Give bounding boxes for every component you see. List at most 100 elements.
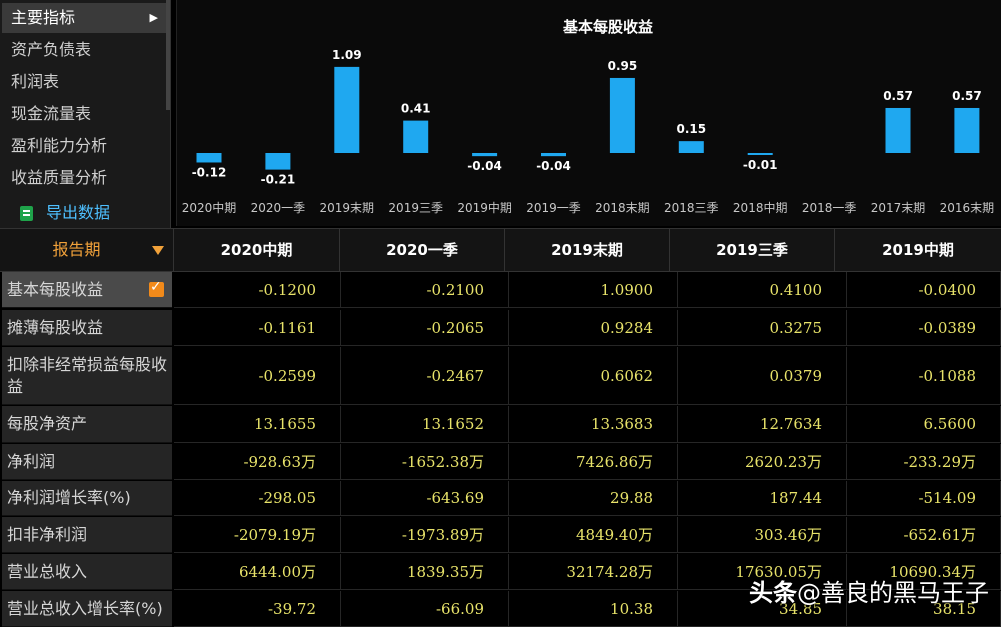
row-label[interactable]: 摊薄每股收益	[2, 310, 172, 346]
row-label-text: 营业总收入	[7, 561, 88, 581]
table-cell: 0.4100	[678, 272, 847, 308]
sidebar-menu: 主要指标 ▶ 资产负债表 利润表 现金流量表 盈利能力分析 收益质量分析 导出数…	[0, 0, 171, 228]
menu-item-main-indicators[interactable]: 主要指标 ▶	[2, 3, 166, 33]
chart-bar[interactable]	[472, 153, 498, 157]
table-cell: 6.5600	[847, 406, 1001, 443]
table-cell: -39.72	[174, 591, 341, 627]
row-label-text: 摊薄每股收益	[7, 317, 104, 337]
table-cell: 0.6062	[509, 347, 678, 405]
menu-item-profitability[interactable]: 盈利能力分析	[2, 131, 166, 161]
menu-item-label: 盈利能力分析	[11, 136, 108, 155]
table-cell: 13.1652	[341, 406, 509, 443]
x-tick-label: 2020一季	[251, 201, 306, 215]
row-label-text: 净利润	[7, 451, 56, 471]
chart-bar[interactable]	[541, 153, 566, 157]
bar-value-label: -0.21	[261, 173, 296, 187]
row-label[interactable]: 净利润增长率(%)	[2, 481, 172, 516]
chart-bar[interactable]	[885, 107, 911, 153]
column-header[interactable]: 2019三季	[670, 229, 835, 271]
x-tick-label: 2018中期	[733, 200, 788, 215]
chart-bar[interactable]	[196, 153, 222, 163]
bar-value-label: 0.41	[401, 102, 431, 116]
menu-item-earnings-quality[interactable]: 收益质量分析	[2, 163, 166, 193]
table-cell: -652.61万	[847, 517, 1001, 553]
menu-item-label: 利润表	[11, 72, 60, 91]
bar-value-label: 0.15	[676, 122, 706, 136]
menu-item-cash-flow[interactable]: 现金流量表	[2, 99, 166, 129]
column-header[interactable]: 2019末期	[505, 229, 670, 271]
row-label[interactable]: 营业总收入	[2, 554, 172, 590]
x-tick-label: 2018一季	[802, 201, 857, 215]
x-tick-label: 2019中期	[457, 200, 512, 215]
table-cell: -0.2065	[341, 310, 509, 346]
report-period-selector[interactable]: 报告期	[0, 229, 174, 271]
x-tick-label: 2016末期	[940, 201, 995, 215]
row-label-text: 营业总收入增长率(%)	[7, 598, 163, 618]
table-cell: 0.0379	[678, 347, 847, 405]
x-tick-label: 2020中期	[182, 200, 237, 215]
x-tick-label: 2019三季	[388, 201, 443, 215]
table-cell: 1.0900	[509, 272, 678, 308]
chart-bar[interactable]	[265, 153, 291, 170]
menu-item-label: 资产负债表	[11, 40, 92, 59]
table-cell: -66.09	[341, 591, 509, 627]
dropdown-triangle-icon[interactable]	[152, 246, 164, 255]
watermark-brand: 头条	[749, 579, 797, 607]
watermark: 头条@善良的黑马王子	[749, 573, 989, 608]
row-label-text: 扣除非经常损益每股收益	[7, 354, 168, 396]
table-cell: -514.09	[847, 481, 1001, 516]
table-cell: 1839.35万	[341, 554, 509, 590]
row-label[interactable]: 每股净资产	[2, 406, 172, 443]
table-cell: -2079.19万	[174, 517, 341, 553]
report-period-label: 报告期	[52, 240, 101, 259]
column-header[interactable]: 2020一季	[340, 229, 505, 271]
chart-title: 基本每股收益	[562, 18, 653, 36]
table-cell: 4849.40万	[509, 517, 678, 553]
table-cell: 13.1655	[174, 406, 341, 443]
bar-value-label: 0.57	[952, 89, 982, 103]
menu-item-income-statement[interactable]: 利润表	[2, 67, 166, 97]
chart-bar[interactable]	[678, 141, 704, 153]
export-data-link[interactable]: 导出数据	[46, 203, 111, 222]
table-cell: 6444.00万	[174, 554, 341, 590]
menu-item-balance-sheet[interactable]: 资产负债表	[2, 35, 166, 65]
bar-value-label: 0.95	[608, 59, 638, 73]
chart-bar[interactable]	[954, 107, 980, 153]
row-label[interactable]: 净利润	[2, 444, 172, 480]
chart-canvas: 基本每股收益 -0.12 2020中期 -0.21 2020一季 1.09 2019末期 0…	[182, 18, 995, 215]
table-cell: -298.05	[174, 481, 341, 516]
table-header: 报告期 2020中期 2020一季 2019末期 2019三季 2019中期	[0, 228, 1001, 272]
menu-item-label: 主要指标	[11, 8, 76, 27]
checkbox-checked-icon[interactable]	[149, 279, 164, 297]
table-cell: -1652.38万	[341, 444, 509, 480]
row-label[interactable]: 基本每股收益	[2, 272, 172, 308]
bar-value-label: 1.09	[332, 48, 362, 62]
chart-bar[interactable]	[403, 120, 429, 153]
row-label[interactable]: 营业总收入增长率(%)	[2, 591, 172, 627]
chart-bar[interactable]	[609, 77, 635, 153]
table-cell: 17630.05万	[678, 554, 847, 590]
column-header[interactable]: 2019中期	[882, 241, 954, 259]
menu-scrollbar[interactable]	[166, 0, 170, 110]
table-cell: 10.38	[509, 591, 678, 627]
eps-bar-chart: 基本每股收益 -0.12 2020中期 -0.21 2020一季 1.09 2019末期 0…	[176, 0, 1001, 226]
row-label[interactable]: 扣非净利润	[2, 517, 172, 553]
table-cell: 13.3683	[509, 406, 678, 443]
table-cell: -0.2100	[341, 272, 509, 308]
excel-export-icon[interactable]	[20, 206, 33, 221]
column-header[interactable]: 2020中期	[174, 229, 340, 271]
table-cell: 7426.86万	[509, 444, 678, 480]
table-cell: -0.1200	[174, 272, 341, 308]
table-cell: -0.0389	[847, 310, 1001, 346]
table-cell: 303.46万	[678, 517, 847, 553]
table-cell: 0.9284	[509, 310, 678, 346]
table-cell: -0.2599	[174, 347, 341, 405]
row-label[interactable]: 扣除非经常损益每股收益	[2, 347, 172, 405]
chart-bar[interactable]	[747, 153, 773, 155]
x-tick-label: 2018末期	[595, 201, 650, 215]
x-tick-label: 2018三季	[664, 201, 719, 215]
menu-item-label: 收益质量分析	[11, 168, 108, 187]
table-cell: 32174.28万	[509, 554, 678, 590]
x-tick-label: 2019一季	[526, 201, 581, 215]
chart-bar[interactable]	[334, 66, 360, 153]
